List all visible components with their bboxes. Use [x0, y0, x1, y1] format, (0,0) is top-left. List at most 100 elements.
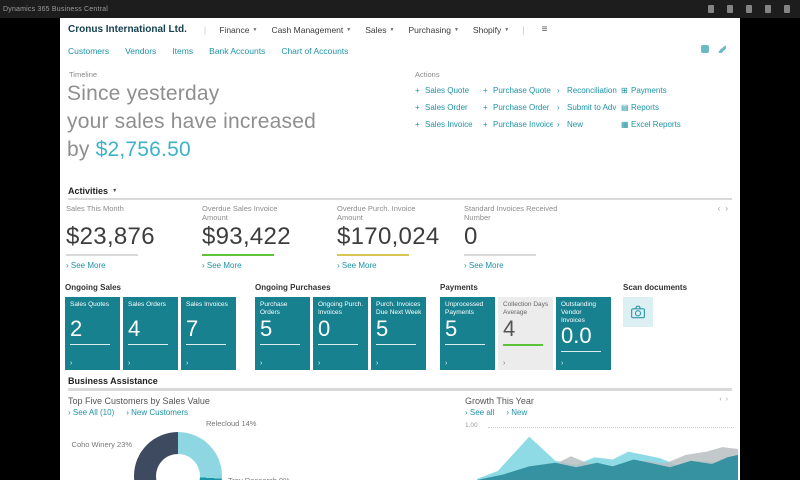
growth-y-tick: 1.00: [465, 422, 478, 429]
window-title: Dynamics 365 Business Central: [3, 5, 109, 13]
link-new[interactable]: › New: [506, 408, 528, 417]
action-excel-reports[interactable]: ▦ Excel Reports: [621, 120, 707, 129]
kpi-trend-bar: [337, 254, 409, 256]
tile-row: Purchase Orders 5 › Ongoing Purch. Invoices…: [255, 297, 426, 370]
action-sales-invoice[interactable]: + Sales Invoice: [415, 120, 479, 129]
nav-divider: |: [522, 24, 525, 35]
top-customers-donut-chart[interactable]: [134, 432, 222, 480]
chevron-down-icon: ▼: [389, 26, 395, 33]
link-new-customers[interactable]: › New Customers: [126, 408, 189, 417]
settings-icon[interactable]: [701, 45, 709, 53]
action-sales-quote[interactable]: + Sales Quote: [415, 86, 479, 95]
tile-value: 4: [128, 316, 141, 341]
kpi-label-line2: Amount: [337, 213, 363, 223]
action-purchase-order[interactable]: + Purchase Order: [483, 103, 553, 112]
action-glyph-icon: ›: [557, 120, 560, 129]
tile-sales-invoices[interactable]: Sales Invoices 7 ›: [181, 297, 236, 370]
action-reconciliations[interactable]: › Reconciliations…: [557, 86, 617, 95]
tile-purch-invoices-due-next-week[interactable]: Purch. Invoices Due Next Week 5 ›: [371, 297, 426, 370]
menu-finance[interactable]: Finance ▼: [219, 25, 257, 35]
tile-group-ongoing-purchases: Ongoing Purchases Purchase Orders 5 › Ongoin…: [255, 283, 426, 370]
action-purchase-quote[interactable]: + Purchase Quote: [483, 86, 553, 95]
tile-sales-orders[interactable]: Sales Orders 4 ›: [123, 297, 178, 370]
menu-shopify[interactable]: Shopify ▼: [473, 25, 509, 35]
chevron-right-icon: ›: [561, 360, 564, 367]
tile-collection-days-average[interactable]: Collection Days Average 4 ›: [498, 297, 553, 370]
help-icon[interactable]: [765, 5, 771, 13]
kpi-value[interactable]: 0: [464, 223, 478, 250]
scan-documents-tile[interactable]: [623, 297, 653, 327]
tile-rule: [561, 351, 601, 353]
menu-sales[interactable]: Sales ▼: [365, 25, 394, 35]
chevron-right-icon: ›: [376, 360, 379, 367]
action-label: Sales Invoice: [425, 120, 473, 129]
kpi-trend-bar: [66, 254, 138, 256]
company-name[interactable]: Cronus International Ltd.: [68, 24, 187, 35]
action-reports[interactable]: ▤ Reports: [621, 103, 707, 112]
quicklink-chart-of-accounts[interactable]: Chart of Accounts: [281, 46, 349, 56]
link-see-all[interactable]: › See all: [465, 408, 495, 417]
action-payments[interactable]: ⊞ Payments: [621, 86, 707, 95]
growth-chart-links: › See all › New: [465, 408, 527, 417]
action-sales-order[interactable]: + Sales Order: [415, 103, 479, 112]
more-menu-icon[interactable]: ≡: [541, 24, 548, 35]
tile-purchase-orders[interactable]: Purchase Orders 5 ›: [255, 297, 310, 370]
activities-header[interactable]: Activities ▼: [68, 186, 118, 196]
see-more-link[interactable]: › See More: [464, 261, 504, 270]
donut-label-trey-research: Trey Research 9%: [228, 476, 290, 480]
kpi-label-line1: Sales This Month: [66, 204, 124, 213]
menu-label: Purchasing: [408, 24, 451, 35]
tile-outstanding-vendor-invoices[interactable]: Outstanding Vendor Invoices 0.0 ›: [556, 297, 611, 370]
activities-divider: [68, 198, 732, 200]
action-label: Excel Reports: [631, 120, 681, 129]
app-canvas: Cronus International Ltd. | Finance ▼ Cash…: [60, 18, 740, 480]
kpi-label: Standard Invoices Received Number: [464, 204, 594, 223]
quicklink-customers[interactable]: Customers: [68, 46, 110, 56]
kpi-value[interactable]: $170,024: [337, 223, 440, 250]
tile-sales-quotes[interactable]: Sales Quotes 2 ›: [65, 297, 120, 370]
tiles-section: Ongoing Sales Sales Quotes 2 › Sales Orders 4…: [60, 283, 740, 375]
tile-value: 0: [318, 316, 331, 341]
menu-purchasing[interactable]: Purchasing ▼: [408, 25, 458, 35]
tile-label: Sales Orders: [128, 301, 166, 308]
see-more-link[interactable]: › See More: [202, 261, 242, 270]
settings-icon[interactable]: [746, 5, 752, 13]
headline-amount[interactable]: $2,756.50: [95, 137, 191, 161]
account-icon[interactable]: [784, 5, 790, 13]
tile-label: Sales Invoices: [186, 301, 228, 308]
prev-icon[interactable]: ‹: [719, 396, 722, 403]
chevron-down-icon: ▼: [504, 26, 510, 33]
tile-ongoing-purch-invoices[interactable]: Ongoing Purch. Invoices 0 ›: [313, 297, 368, 370]
kpi-label-line2: Amount: [202, 213, 228, 223]
action-submit-to-adv[interactable]: › Submit to Adv…: [557, 103, 617, 112]
see-more-link[interactable]: › See More: [337, 261, 377, 270]
top-navigation: Cronus International Ltd. | Finance ▼ Cash…: [68, 24, 700, 35]
kpi-label: Overdue Sales Invoice Amount: [202, 204, 332, 223]
kpi-value[interactable]: $93,422: [202, 223, 291, 250]
action-label: Purchase Invoice: [493, 120, 553, 129]
edit-icon[interactable]: [718, 45, 726, 53]
growth-chart-svg[interactable]: [477, 432, 738, 480]
notifications-icon[interactable]: [708, 5, 714, 13]
kpi-value[interactable]: $23,876: [66, 223, 155, 250]
prev-icon[interactable]: ‹: [717, 204, 721, 213]
action-new[interactable]: › New: [557, 120, 617, 129]
menu-label: Shopify: [472, 24, 502, 35]
headline-text: Since yesterday your sales have increase…: [67, 80, 407, 164]
menu-cash-management[interactable]: Cash Management ▼: [271, 25, 351, 35]
search-icon[interactable]: [727, 5, 733, 13]
tile-group-title: Ongoing Sales: [65, 283, 122, 292]
action-purchase-invoice[interactable]: + Purchase Invoice: [483, 120, 553, 129]
action-label: Sales Order: [425, 103, 468, 112]
next-icon[interactable]: ›: [725, 396, 728, 403]
quicklink-vendors[interactable]: Vendors: [125, 46, 157, 56]
link-see-all-10[interactable]: › See All (10): [68, 408, 115, 417]
quicklink-items[interactable]: Items: [172, 46, 194, 56]
tile-unprocessed-payments[interactable]: Unprocessed Payments 5 ›: [440, 297, 495, 370]
quicklink-bank-accounts[interactable]: Bank Accounts: [209, 46, 266, 56]
tile-rule: [70, 344, 110, 345]
tile-row: Unprocessed Payments 5 › Collection Days Av…: [440, 297, 611, 370]
see-more-link[interactable]: › See More: [66, 261, 106, 270]
nav-menus: Finance ▼ Cash Management ▼ Sales ▼ Purchasing…: [219, 25, 509, 35]
next-icon[interactable]: ›: [725, 204, 728, 213]
